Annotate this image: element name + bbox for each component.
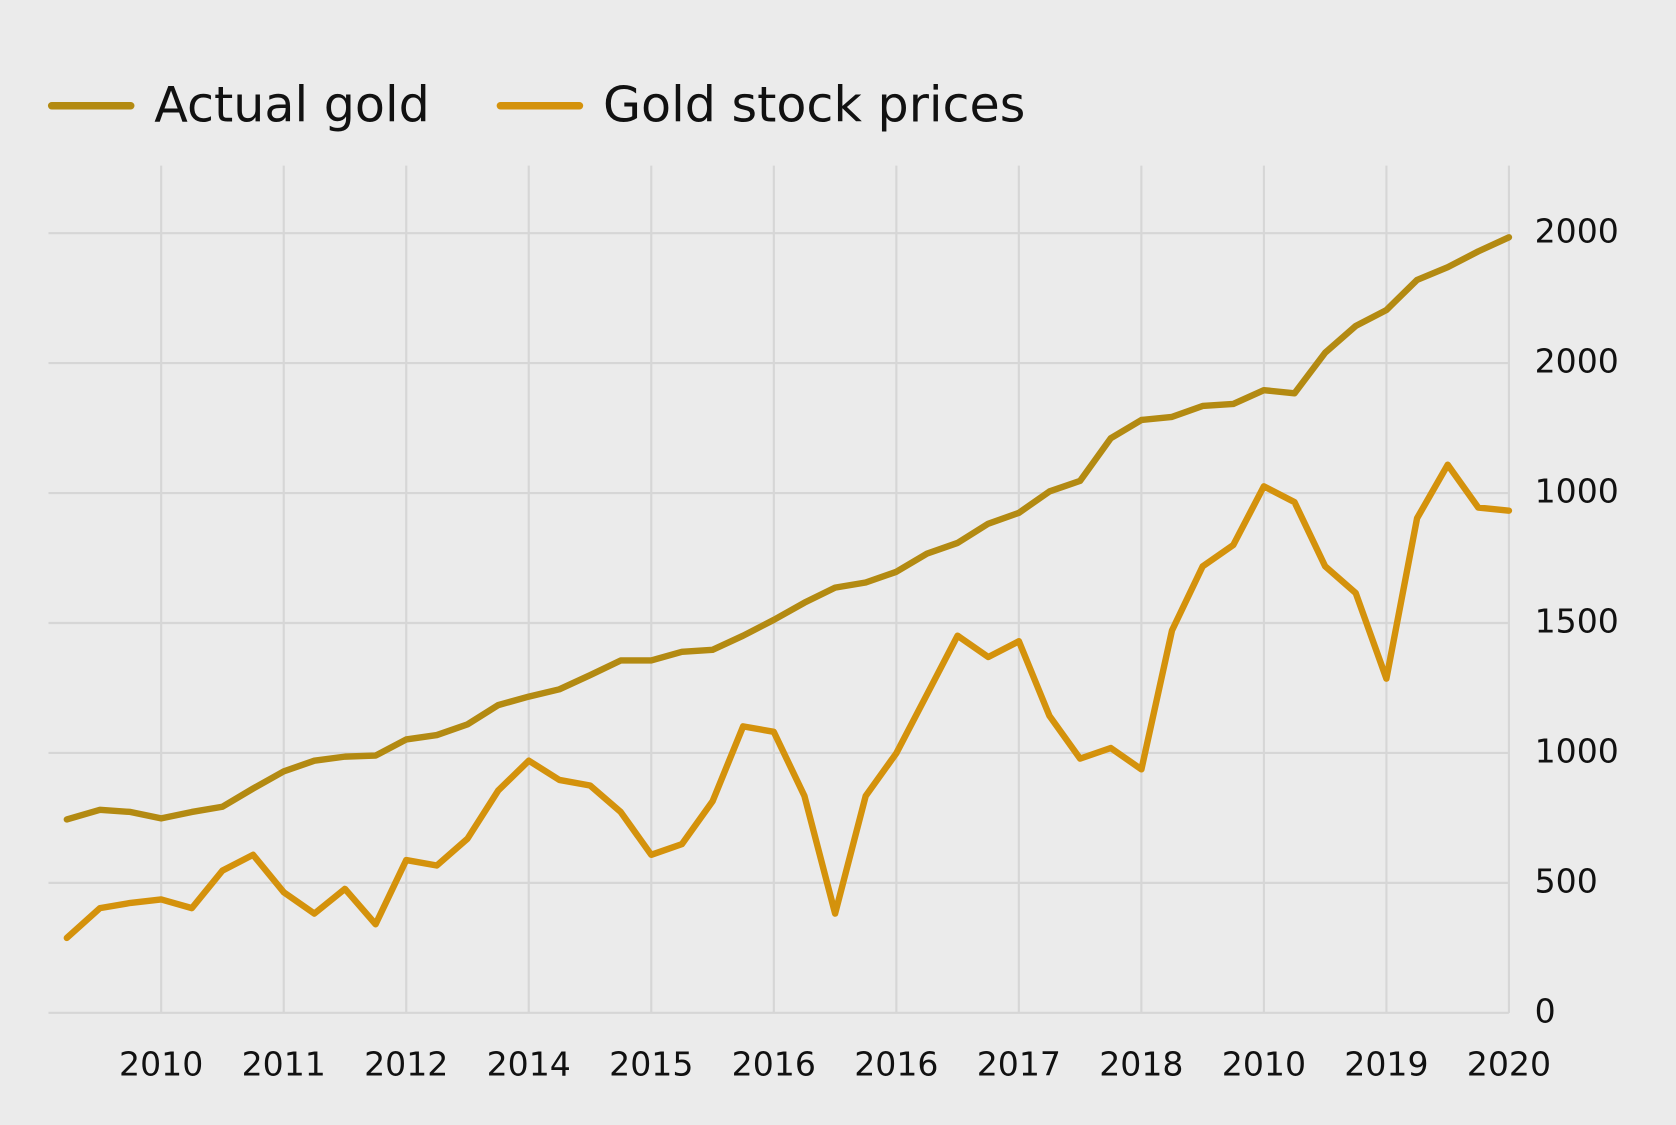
x-tick-label: 2010 [1222,1045,1306,1084]
x-tick-label: 2020 [1467,1045,1551,1084]
y-tick-label: 2000 [1535,212,1619,251]
y-tick-label: 1500 [1535,601,1619,640]
x-tick-label: 2016 [732,1045,816,1084]
y-tick-label: 500 [1535,861,1598,900]
legend-label: Actual gold [154,75,430,133]
legend-label: Gold stock prices [603,75,1025,133]
x-tick-label: 2011 [242,1045,326,1084]
x-tick-label: 2012 [364,1045,448,1084]
y-tick-label: 0 [1535,991,1556,1030]
y-tick-label: 2000 [1535,342,1619,381]
x-tick-label: 2019 [1344,1045,1428,1084]
x-tick-label: 2014 [487,1045,571,1084]
x-tick-label: 2015 [609,1045,693,1084]
y-tick-label: 1000 [1535,472,1619,511]
x-tick-label: 2018 [1099,1045,1183,1084]
data-line [63,234,1513,823]
y-tick-label: 1000 [1535,731,1619,770]
data-line [63,461,1513,942]
x-tick-label: 2010 [119,1045,203,1084]
x-tick-label: 2017 [977,1045,1061,1084]
x-tick-label: 2016 [854,1045,938,1084]
